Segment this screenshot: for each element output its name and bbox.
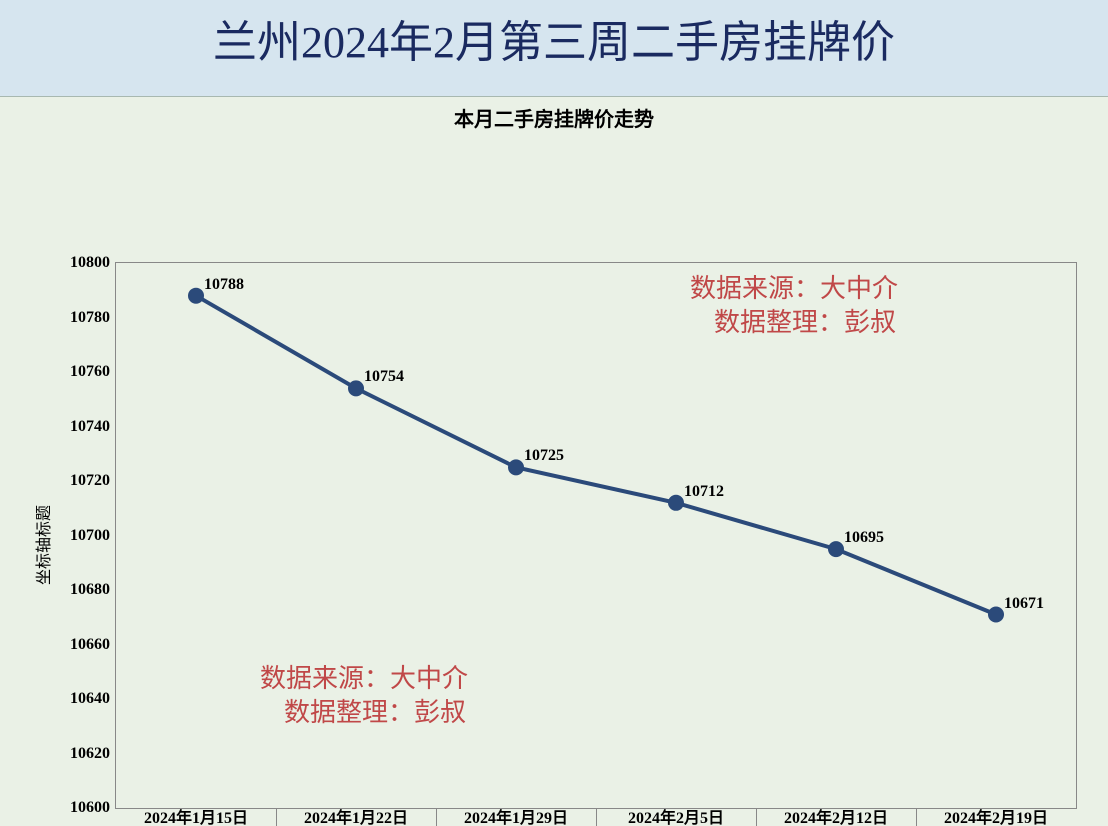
y-tick-label: 10740 [70,418,110,436]
data-label: 10725 [524,447,564,465]
y-tick-label: 10760 [70,363,110,381]
x-separator [596,808,597,826]
data-marker [988,607,1004,623]
annotation-line: 数据整理：彭叔 [690,306,898,340]
x-separator [436,808,437,826]
annotation-line: 数据整理：彭叔 [260,696,468,730]
data-label: 10788 [204,276,244,294]
y-axis-title: 坐标轴标题 [30,504,54,584]
series-line [196,296,996,615]
data-marker [188,288,204,304]
y-tick-label: 10780 [70,309,110,327]
data-marker [508,459,524,475]
x-separator [276,808,277,826]
x-tick-label: 2024年1月22日二手房挂牌价 [281,810,431,826]
chart-subtitle: 本月二手房挂牌价走势 [0,103,1108,132]
annotation-line: 数据来源：大中介 [260,662,468,696]
data-marker [348,380,364,396]
x-separator [756,808,757,826]
page-title: 兰州2024年2月第三周二手房挂牌价 [0,6,1108,70]
x-tick-label: 2024年1月15日二手房挂牌价 [121,810,271,826]
annotation-source-top: 数据来源：大中介 数据整理：彭叔 [690,272,898,340]
data-marker [668,495,684,511]
annotation-source-bottom: 数据来源：大中介 数据整理：彭叔 [260,662,468,730]
data-marker [828,541,844,557]
x-tick-label: 2024年2月5日二手房挂牌价 [601,810,751,826]
y-tick-label: 10680 [70,581,110,599]
x-tick-label: 2024年1月29日二手房挂牌价 [441,810,591,826]
x-tick-label: 2024年2月12日二手房挂牌价 [761,810,911,826]
data-label: 10671 [1004,595,1044,613]
y-tick-label: 10660 [70,636,110,654]
x-separator [916,808,917,826]
data-label: 10712 [684,483,724,501]
y-tick-label: 10600 [70,799,110,817]
data-label: 10695 [844,529,884,547]
title-bar: 兰州2024年2月第三周二手房挂牌价 [0,0,1108,97]
x-tick-label: 2024年2月19日二手房挂牌价 [921,810,1071,826]
y-tick-label: 10700 [70,527,110,545]
y-tick-label: 10800 [70,254,110,272]
annotation-line: 数据来源：大中介 [690,272,898,306]
y-tick-label: 10620 [70,745,110,763]
y-tick-label: 10720 [70,472,110,490]
y-tick-label: 10640 [70,690,110,708]
data-label: 10754 [364,368,404,386]
